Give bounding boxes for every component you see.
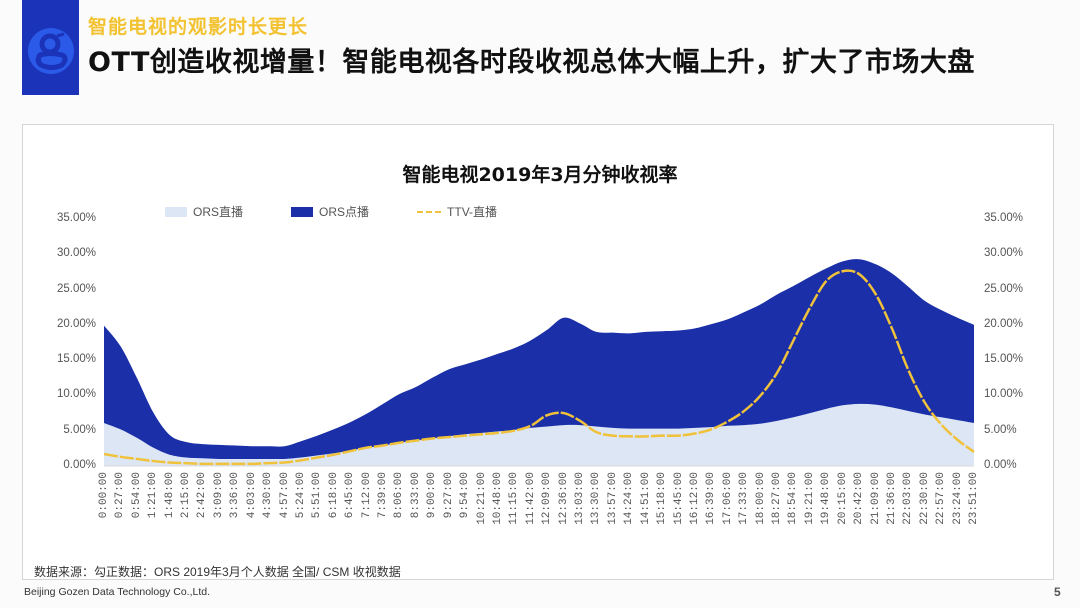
x-tick-label: 14:51:00 bbox=[639, 471, 652, 525]
y-tick-label: 5.00% bbox=[984, 423, 1017, 436]
x-tick-label: 6:45:00 bbox=[344, 471, 357, 519]
y-tick-label: 20.00% bbox=[984, 317, 1024, 330]
slide-title: OTT创造收视增量！智能电视各时段收视总体大幅上升，扩大了市场大盘 bbox=[88, 47, 975, 78]
x-tick-label: 23:51:00 bbox=[968, 471, 980, 525]
x-tick-label: 0:00:00 bbox=[98, 471, 110, 519]
x-tick-label: 2:15:00 bbox=[180, 471, 193, 519]
ors-vod-area bbox=[104, 259, 974, 466]
x-tick-label: 19:48:00 bbox=[820, 471, 833, 525]
slide-subtitle: 智能电视的观影时长更长 bbox=[88, 16, 309, 38]
x-tick-label: 20:42:00 bbox=[853, 471, 866, 525]
x-tick-label: 9:27:00 bbox=[442, 471, 455, 519]
x-tick-label: 11:42:00 bbox=[524, 471, 537, 525]
x-tick-label: 13:30:00 bbox=[590, 471, 603, 525]
x-tick-label: 20:15:00 bbox=[836, 471, 849, 525]
x-tick-label: 17:33:00 bbox=[738, 471, 751, 525]
y-tick-label: 25.00% bbox=[984, 282, 1024, 295]
x-tick-label: 8:06:00 bbox=[393, 471, 406, 519]
legend-item-ors-vod: ORS点播 bbox=[291, 203, 369, 220]
chart-legend: ORS直播 ORS点播 TTV-直播 bbox=[165, 203, 545, 220]
y-tick-label: 20.00% bbox=[56, 317, 96, 330]
x-tick-label: 14:24:00 bbox=[623, 471, 636, 525]
x-tick-label: 22:30:00 bbox=[918, 471, 931, 525]
legend-item-ors-live: ORS直播 bbox=[165, 203, 243, 220]
y-tick-label: 30.00% bbox=[984, 247, 1024, 260]
ors-live-area bbox=[104, 403, 974, 466]
y-tick-label: 30.00% bbox=[56, 247, 96, 260]
y-tick-label: 15.00% bbox=[984, 353, 1024, 366]
x-tick-label: 9:54:00 bbox=[459, 471, 472, 519]
ors-vod-swatch-icon bbox=[291, 206, 314, 217]
legend-label: TTV-直播 bbox=[447, 205, 498, 219]
y-tick-label: 10.00% bbox=[56, 388, 96, 401]
x-tick-label: 11:15:00 bbox=[508, 471, 521, 525]
legend-label: ORS点播 bbox=[319, 205, 370, 219]
x-tick-label: 16:39:00 bbox=[705, 471, 718, 525]
legend-label: ORS直播 bbox=[193, 205, 244, 219]
company-footer: Beijing Gozen Data Technology Co.,Ltd. bbox=[24, 586, 211, 598]
x-tick-label: 6:18:00 bbox=[327, 471, 340, 519]
source-note: 数据来源：勾正数据：ORS 2019年3月个人数据 全国/ CSM 收视数据 bbox=[34, 565, 401, 579]
x-tick-label: 8:33:00 bbox=[409, 471, 422, 519]
x-tick-label: 21:09:00 bbox=[869, 471, 882, 525]
x-tick-label: 21:36:00 bbox=[885, 471, 898, 525]
y-tick-label: 5.00% bbox=[63, 423, 96, 436]
gozen-g-logo-icon bbox=[28, 28, 74, 74]
x-tick-label: 3:36:00 bbox=[229, 471, 242, 519]
x-tick-label: 16:12:00 bbox=[688, 471, 701, 525]
x-tick-label: 5:51:00 bbox=[311, 471, 324, 519]
x-tick-label: 10:48:00 bbox=[491, 471, 504, 525]
x-tick-label: 19:21:00 bbox=[803, 471, 816, 525]
legend-item-ttv-live: TTV-直播 bbox=[417, 203, 497, 220]
x-tick-label: 15:45:00 bbox=[672, 471, 685, 525]
x-tick-label: 1:21:00 bbox=[147, 471, 160, 519]
x-tick-label: 10:21:00 bbox=[475, 471, 488, 525]
x-tick-label: 0:27:00 bbox=[114, 471, 127, 519]
x-tick-label: 3:09:00 bbox=[212, 471, 225, 519]
page-number: 5 bbox=[1054, 585, 1061, 599]
x-tick-label: 4:57:00 bbox=[278, 471, 291, 519]
x-tick-label: 18:00:00 bbox=[754, 471, 767, 525]
y-tick-label: 15.00% bbox=[56, 353, 96, 366]
y-tick-label: 10.00% bbox=[984, 388, 1024, 401]
gozen-logo bbox=[22, 0, 79, 95]
x-tick-label: 12:36:00 bbox=[557, 471, 570, 525]
x-tick-label: 13:03:00 bbox=[574, 471, 587, 525]
x-tick-label: 7:12:00 bbox=[360, 471, 373, 519]
y-tick-label: 25.00% bbox=[56, 282, 96, 295]
y-tick-label: 0.00% bbox=[984, 459, 1017, 471]
x-tick-label: 13:57:00 bbox=[606, 471, 619, 525]
x-tick-label: 23:24:00 bbox=[951, 471, 964, 525]
x-tick-label: 15:18:00 bbox=[656, 471, 669, 525]
x-tick-label: 22:03:00 bbox=[902, 471, 915, 525]
ttv-live-dash-icon bbox=[417, 210, 442, 213]
y-tick-label: 35.00% bbox=[56, 212, 96, 224]
x-tick-label: 7:39:00 bbox=[377, 471, 390, 519]
x-tick-label: 2:42:00 bbox=[196, 471, 209, 519]
ttv-live-line bbox=[103, 269, 975, 466]
y-tick-label: 0.00% bbox=[63, 459, 96, 471]
x-tick-label: 4:30:00 bbox=[262, 471, 275, 519]
x-tick-label: 9:00:00 bbox=[426, 471, 439, 519]
y-tick-label: 35.00% bbox=[984, 212, 1024, 224]
chart-title: 智能电视2019年3月分钟收视率 bbox=[402, 164, 678, 186]
x-tick-label: 1:48:00 bbox=[163, 471, 176, 519]
x-tick-label: 12:09:00 bbox=[541, 471, 554, 525]
x-tick-label: 0:54:00 bbox=[130, 471, 143, 519]
x-tick-label: 17:06:00 bbox=[721, 471, 734, 525]
ors-live-swatch-icon bbox=[165, 206, 187, 217]
x-tick-label: 5:24:00 bbox=[294, 471, 307, 519]
x-tick-label: 18:27:00 bbox=[771, 471, 784, 525]
x-tick-label: 4:03:00 bbox=[245, 471, 258, 519]
x-tick-label: 18:54:00 bbox=[787, 471, 800, 525]
x-tick-label: 22:57:00 bbox=[935, 471, 948, 525]
